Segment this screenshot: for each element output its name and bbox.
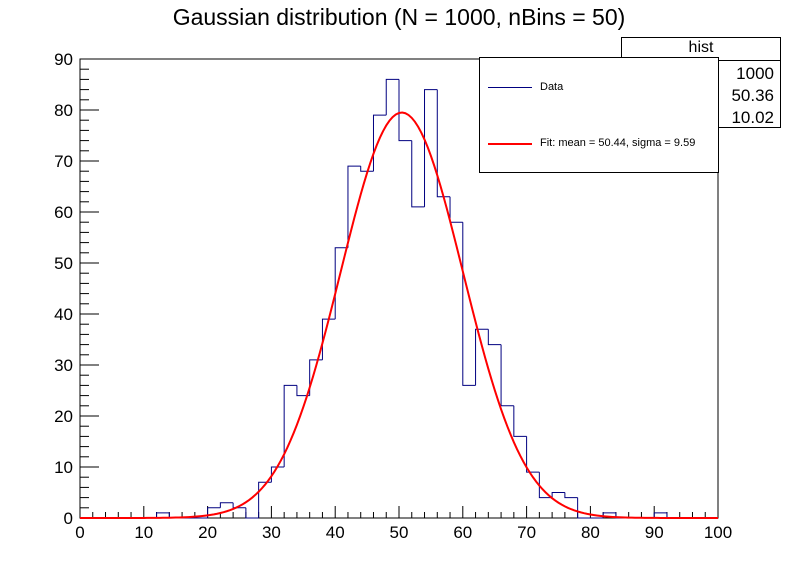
histogram-bin: [577, 497, 591, 519]
stats-box-name: hist: [688, 39, 714, 56]
histogram-bin: [500, 344, 514, 407]
stats-mean-value: 50.36: [731, 86, 774, 105]
stats-entries-value: 1000: [736, 64, 774, 83]
legend-fit-label: Fit: mean = 50.44, sigma = 9.59: [540, 137, 696, 149]
histogram-bin: [411, 140, 425, 208]
y-tick-label: 70: [54, 152, 73, 171]
x-tick-label: 90: [645, 523, 664, 542]
histogram-bin: [347, 165, 361, 248]
histogram-bin: [538, 472, 553, 499]
fit-curve-line: [80, 111, 718, 519]
y-tick-label: 30: [54, 356, 73, 375]
histogram-bin: [436, 89, 451, 198]
legend-fit-swatch: [488, 143, 532, 145]
x-tick-label: 30: [262, 523, 281, 542]
x-tick-label: 80: [581, 523, 600, 542]
fit-curve-series: [80, 111, 718, 519]
histogram-bin: [449, 196, 463, 223]
histogram-bin: [424, 89, 438, 207]
y-tick-label: 20: [54, 407, 73, 426]
histogram-bin: [245, 507, 259, 519]
histogram-bin: [526, 436, 540, 473]
histogram-bin: [283, 384, 297, 467]
y-tick-label: 90: [54, 50, 73, 69]
y-tick-label: 50: [54, 254, 73, 273]
x-tick-label: 0: [75, 523, 84, 542]
x-tick-label: 60: [453, 523, 472, 542]
legend-data-swatch: [488, 87, 532, 88]
histogram-bin: [156, 512, 170, 518]
x-tick-label: 100: [704, 523, 732, 542]
histogram-bin: [564, 492, 578, 499]
histogram-bin: [360, 166, 374, 172]
histogram-bin: [372, 114, 387, 172]
x-tick-label: 70: [517, 523, 536, 542]
legend-data-label: Data: [540, 81, 564, 93]
histogram-bin: [385, 78, 399, 116]
histogram-bin: [258, 481, 272, 518]
histogram-bin: [462, 222, 476, 386]
y-tick-label: 0: [64, 509, 73, 528]
x-tick-label: 10: [134, 523, 153, 542]
histogram-bin: [551, 492, 565, 498]
chart-title: Gaussian distribution (N = 1000, nBins =…: [172, 4, 626, 30]
axes: 0 10 20 30 40 50 60 70 80 90 100 0 10 20 30 40 50 60 70 80 9…: [54, 50, 732, 542]
histogram-bin: [475, 328, 489, 386]
x-tick-label: 40: [326, 523, 345, 542]
legend: Data Fit: mean = 50.44, sigma = 9.59: [479, 57, 719, 173]
histogram-bin: [232, 502, 246, 509]
histogram-bin: [219, 502, 234, 508]
x-tick-label: 20: [198, 523, 217, 542]
histogram-bin: [487, 329, 502, 346]
x-tick-label: 50: [390, 523, 409, 542]
histogram-bin: [653, 512, 667, 518]
histogram-bin: [296, 385, 310, 397]
y-tick-label: 10: [54, 458, 73, 477]
y-tick-label: 80: [54, 101, 73, 120]
histogram-bin: [513, 405, 527, 437]
y-tick-label: 60: [54, 203, 73, 222]
stats-stddev-value: 10.02: [731, 108, 774, 127]
y-tick-label: 40: [54, 305, 73, 324]
histogram-bin: [398, 79, 412, 142]
